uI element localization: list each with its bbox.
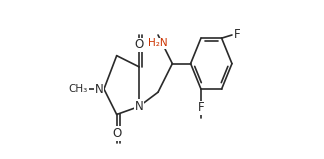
Text: O: O <box>134 38 144 51</box>
Text: F: F <box>198 101 204 114</box>
Text: O: O <box>112 127 121 140</box>
Text: CH₃: CH₃ <box>69 84 88 94</box>
Text: H₂N: H₂N <box>148 38 168 48</box>
Text: N: N <box>134 100 143 113</box>
Text: N: N <box>94 83 103 96</box>
Text: F: F <box>234 28 240 41</box>
